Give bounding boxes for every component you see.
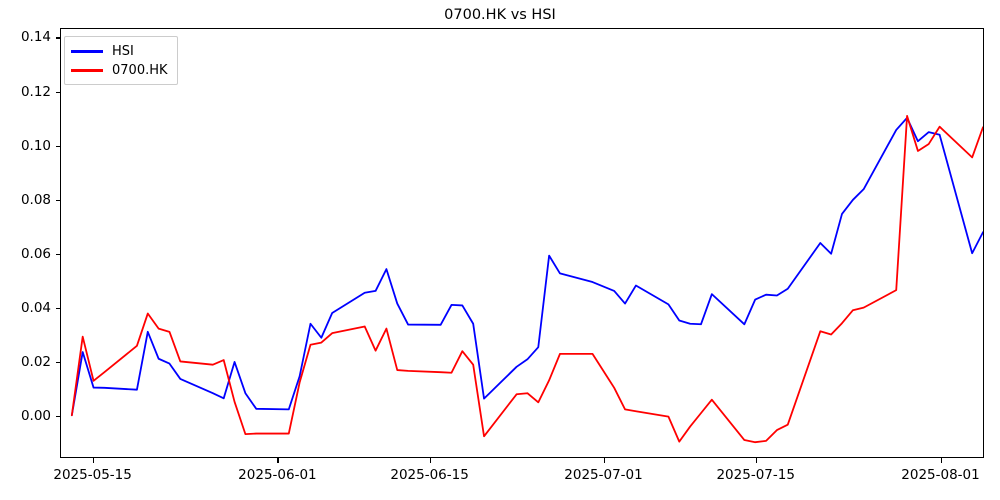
y-tick: 0.02 [0, 354, 60, 370]
y-tick-label: 0.08 [20, 191, 51, 208]
x-tick-mark [92, 458, 94, 463]
x-tick-label: 2025-07-15 [716, 467, 795, 483]
y-tick-label: 0.12 [20, 83, 51, 100]
x-tick-label: 2025-06-01 [238, 467, 317, 483]
legend-label: HSI [112, 44, 134, 59]
y-tick: 0.14 [0, 29, 60, 45]
x-tick-mark [940, 458, 942, 463]
y-tick-label: 0.06 [20, 245, 51, 262]
legend-entry: 0700.HK [71, 61, 171, 80]
legend-label: 0700.HK [112, 63, 168, 78]
series-line-hsi [70, 116, 983, 417]
y-tick-label: 0.10 [20, 137, 51, 154]
x-tick-label: 2025-06-15 [390, 467, 469, 483]
y-tick-label: 0.14 [20, 29, 51, 46]
series-line-0700-hk [70, 115, 983, 444]
legend-entry: HSI [71, 42, 171, 61]
x-tick-label: 2025-08-01 [901, 467, 980, 483]
y-tick-label: 0.02 [20, 353, 51, 370]
x-tick-mark [277, 458, 279, 463]
x-tick-mark [603, 458, 605, 463]
chart-title: 0700.HK vs HSI [444, 7, 556, 23]
series-lines [70, 115, 983, 444]
y-tick: 0.04 [0, 300, 60, 316]
x-tick-label: 2025-05-15 [53, 467, 132, 483]
x-tick-label: 2025-07-01 [564, 467, 643, 483]
y-tick: 0.06 [0, 246, 60, 262]
y-tick: 0.00 [0, 408, 60, 424]
legend-line-swatch [71, 69, 103, 72]
plot-area [60, 28, 984, 458]
y-tick-label: 0.04 [20, 299, 51, 316]
legend-line-swatch [71, 50, 103, 53]
y-tick-label: 0.00 [20, 408, 51, 425]
chart-legend: HSI 0700.HK [64, 36, 178, 85]
x-tick-mark [429, 458, 431, 463]
y-tick: 0.10 [0, 138, 60, 154]
x-tick-mark [755, 458, 757, 463]
y-tick: 0.08 [0, 192, 60, 208]
y-tick: 0.12 [0, 84, 60, 100]
